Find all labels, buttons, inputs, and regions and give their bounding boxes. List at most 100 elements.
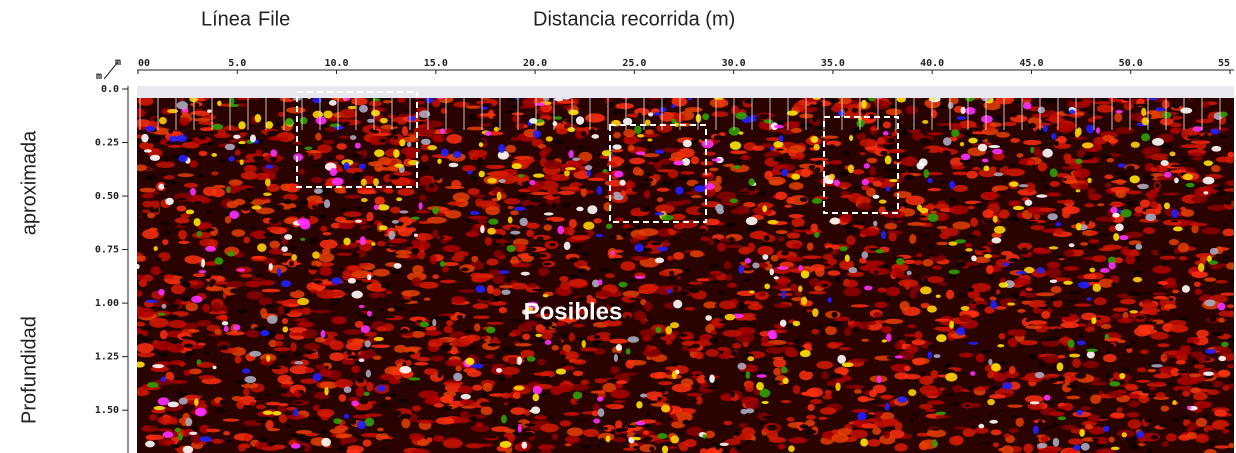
reflection [895,355,904,358]
reflection [471,227,487,232]
reflection [886,175,897,178]
reflection [1033,426,1039,435]
reflection [1055,222,1061,226]
reflection [1049,411,1064,416]
reflection [369,128,375,132]
y-unit: m [96,71,102,82]
reflection [1013,329,1026,337]
reflection [1187,428,1193,432]
reflection [282,326,288,332]
reflection [399,210,408,213]
reflection [293,153,303,161]
reflection [789,145,806,153]
reflection [908,324,916,328]
reflection [1026,288,1033,292]
reflection [501,375,505,379]
reflection [1195,141,1206,150]
reflection [511,263,531,267]
reflection [351,253,359,257]
reflection [861,185,870,190]
reflection [526,247,537,251]
reflection [155,353,166,356]
reflection [374,204,379,210]
reflection [635,276,645,279]
reflection [159,117,167,124]
reflection [651,242,662,245]
reflection [1003,262,1009,266]
reflection [887,138,896,143]
reflection [333,298,340,304]
reflection [762,205,767,212]
reflection [719,300,736,309]
reflection [163,416,172,423]
reflection [1064,180,1078,184]
reflection [1164,172,1172,178]
reflection [465,358,474,366]
reflection [191,296,202,303]
reflection [880,395,894,399]
reflection [1106,373,1110,378]
reflection [500,367,519,375]
reflection [508,217,513,224]
reflection [802,309,807,313]
reflection [567,427,583,436]
reflection [314,188,323,193]
reflection [900,301,910,311]
reflection [909,126,919,130]
reflection [1114,172,1126,175]
reflection [1207,430,1214,433]
reflection [666,201,685,206]
reflection [559,333,570,336]
reflection [356,412,366,416]
reflection [762,242,772,246]
reflection [552,202,557,207]
reflection [433,435,444,442]
reflection [949,321,954,329]
reflection [818,417,827,420]
reflection [727,222,737,227]
reflection [1192,156,1203,160]
y-tick-label: 0.25 [95,138,119,149]
reflection [351,419,357,425]
reflection [529,180,535,185]
reflection [409,135,416,141]
reflection [284,310,290,314]
reflection [648,173,654,177]
reflection [612,144,621,149]
reflection [1040,436,1048,441]
reflection [452,338,471,347]
reflection [770,146,774,150]
reflection [217,101,221,106]
reflection [282,318,288,324]
reflection [786,417,794,422]
reflection [513,386,524,391]
reflection [1191,271,1207,278]
reflection [527,356,536,362]
reflection [991,237,1001,243]
reflection [439,236,445,239]
reflection [360,400,369,405]
reflection [351,365,360,373]
reflection [748,178,754,186]
reflection [746,408,755,413]
reflection [240,274,252,278]
reflection [134,256,146,260]
reflection [1016,153,1023,158]
reflection [258,437,267,443]
reflection [788,437,807,443]
reflection [150,155,160,161]
reflection [730,348,735,351]
reflection [544,263,552,266]
reflection [1067,300,1078,302]
reflection [311,177,323,183]
reflection [1036,194,1047,197]
reflection [1205,349,1217,354]
reflection [179,117,190,126]
reflection [1126,190,1142,194]
reflection [502,393,511,399]
reflection [661,405,670,413]
reflection [429,339,449,343]
reflection [975,203,983,208]
reflection [697,229,707,233]
